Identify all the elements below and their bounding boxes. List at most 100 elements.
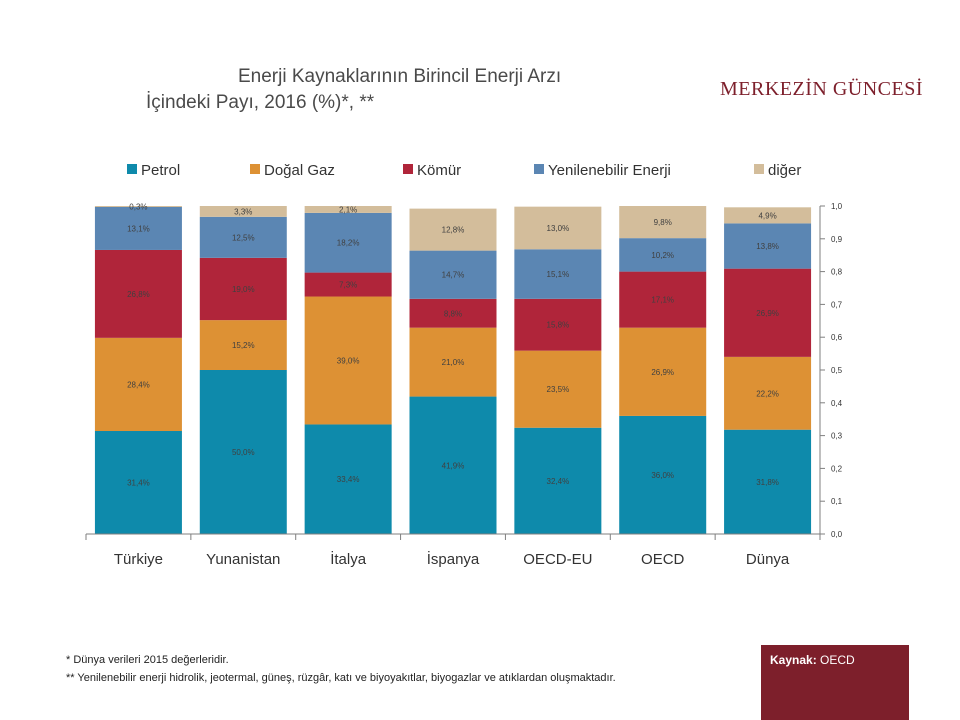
data-label-yenilenebilir-enerji-italya: 18,2% <box>337 239 360 248</box>
bar-komur-oecd-eu <box>514 298 602 351</box>
y-tick-label: 0,3 <box>831 432 843 441</box>
category-label-yunanistan: Yunanistan <box>206 551 280 568</box>
bar-diger-oecd-eu <box>514 206 602 250</box>
data-label-diger-oecd: 9,8% <box>654 218 672 227</box>
bar-yenilenebilir-enerji-yunanistan <box>199 216 287 258</box>
data-label-komur-yunanistan: 19,0% <box>232 285 255 294</box>
data-label-komur-ispanya: 8,8% <box>444 309 462 318</box>
bar-yenilenebilir-enerji-oecd-eu <box>514 249 602 299</box>
data-label-diger-yunanistan: 3,3% <box>234 207 252 216</box>
bar-komur-turkiye <box>94 249 182 338</box>
bar-komur-italya <box>304 272 392 297</box>
data-label-petrol-oecd: 36,0% <box>651 471 674 480</box>
bar-dogal-gaz-turkiye <box>94 337 182 432</box>
footnote-2: ** Yenilenebilir enerji hidrolik, jeoter… <box>66 672 616 684</box>
y-tick-label: 0,0 <box>831 530 843 539</box>
legend-swatch-komur <box>403 164 413 174</box>
legend-label-petrol: Petrol <box>141 162 180 179</box>
category-label-ispanya: İspanya <box>427 550 480 568</box>
data-label-dogal-gaz-yunanistan: 15,2% <box>232 341 255 350</box>
data-label-dogal-gaz-ispanya: 21,0% <box>442 358 465 367</box>
data-label-yenilenebilir-enerji-turkiye: 13,1% <box>127 224 150 233</box>
bar-dogal-gaz-yunanistan <box>199 320 287 370</box>
data-label-yenilenebilir-enerji-yunanistan: 12,5% <box>232 233 255 242</box>
data-label-petrol-ispanya: 41,9% <box>442 461 465 470</box>
bar-dogal-gaz-ispanya <box>409 327 497 397</box>
source-box: Kaynak: OECD <box>761 645 909 720</box>
y-tick-label: 0,8 <box>831 268 843 277</box>
legend-label-dogal-gaz: Doğal Gaz <box>264 162 335 179</box>
data-label-dogal-gaz-oecd: 26,9% <box>651 368 674 377</box>
data-label-dogal-gaz-dunya: 22,2% <box>756 389 779 398</box>
chart-title-line-2: İçindeki Payı, 2016 (%)*, ** <box>146 92 375 113</box>
bar-diger-turkiye <box>94 206 182 207</box>
bar-petrol-yunanistan <box>199 370 287 534</box>
bar-petrol-oecd <box>619 415 707 534</box>
bar-petrol-ispanya <box>409 396 497 534</box>
bar-yenilenebilir-enerji-italya <box>304 212 392 273</box>
data-label-komur-turkiye: 26,8% <box>127 290 150 299</box>
bar-petrol-italya <box>304 424 392 534</box>
data-label-yenilenebilir-enerji-dunya: 13,8% <box>756 242 779 251</box>
data-label-dogal-gaz-oecd-eu: 23,5% <box>547 385 570 394</box>
category-label-dunya: Dünya <box>746 551 790 568</box>
data-label-petrol-turkiye: 31,4% <box>127 479 150 488</box>
data-label-petrol-oecd-eu: 32,4% <box>547 477 570 486</box>
legend-label-yenilenebilir-enerji: Yenilenebilir Enerji <box>548 162 671 179</box>
y-tick-label: 0,1 <box>831 497 843 506</box>
bar-dogal-gaz-oecd-eu <box>514 350 602 428</box>
data-label-dogal-gaz-italya: 39,0% <box>337 356 360 365</box>
bar-yenilenebilir-enerji-oecd <box>619 238 707 272</box>
bar-petrol-turkiye <box>94 431 182 534</box>
data-label-komur-oecd: 17,1% <box>651 296 674 305</box>
bar-petrol-oecd-eu <box>514 427 602 534</box>
y-tick-label: 0,7 <box>831 300 843 309</box>
data-label-petrol-italya: 33,4% <box>337 475 360 484</box>
bar-yenilenebilir-enerji-ispanya <box>409 250 497 299</box>
legend-swatch-diger <box>754 164 764 174</box>
bar-yenilenebilir-enerji-dunya <box>724 223 812 269</box>
legend-label-komur: Kömür <box>417 162 461 179</box>
y-tick-label: 0,2 <box>831 464 843 473</box>
y-tick-label: 0,4 <box>831 399 843 408</box>
source-value: OECD <box>820 653 855 667</box>
chart-title: Enerji Kaynaklarının Birincil Enerji Arz… <box>146 64 616 116</box>
brand-logo: MERKEZİN GÜNCESİ <box>720 78 923 100</box>
footnotes: * Dünya verileri 2015 değerleridir. ** Y… <box>66 651 746 687</box>
category-label-oecd: OECD <box>641 551 685 568</box>
bar-komur-yunanistan <box>199 257 287 321</box>
source-label: Kaynak: <box>770 653 817 667</box>
data-label-petrol-yunanistan: 50,0% <box>232 448 255 457</box>
footnote-1: * Dünya verileri 2015 değerleridir. <box>66 654 229 666</box>
data-label-dogal-gaz-turkiye: 28,4% <box>127 380 150 389</box>
data-label-komur-italya: 7,3% <box>339 281 357 290</box>
data-label-komur-dunya: 26,9% <box>756 309 779 318</box>
data-label-petrol-dunya: 31,8% <box>756 478 779 487</box>
bar-diger-ispanya <box>409 208 497 251</box>
data-label-yenilenebilir-enerji-oecd-eu: 15,1% <box>547 270 570 279</box>
bar-diger-italya <box>304 206 392 213</box>
category-label-turkiye: Türkiye <box>114 551 163 568</box>
chart-title-line-1: Enerji Kaynaklarının Birincil Enerji Arz… <box>238 66 562 87</box>
bar-dogal-gaz-oecd <box>619 327 707 416</box>
data-label-diger-ispanya: 12,8% <box>442 226 465 235</box>
data-label-diger-oecd-eu: 13,0% <box>547 224 570 233</box>
bar-diger-oecd <box>619 206 707 239</box>
bar-petrol-dunya <box>724 429 812 534</box>
data-label-yenilenebilir-enerji-ispanya: 14,7% <box>442 271 465 280</box>
y-tick-label: 0,5 <box>831 366 843 375</box>
data-label-yenilenebilir-enerji-oecd: 10,2% <box>651 251 674 260</box>
bar-diger-dunya <box>724 207 812 224</box>
legend-swatch-petrol <box>127 164 137 174</box>
bar-dogal-gaz-italya <box>304 296 392 425</box>
bar-yenilenebilir-enerji-turkiye <box>94 206 182 250</box>
data-label-diger-dunya: 4,9% <box>758 211 776 220</box>
legend-label-diger: diğer <box>768 162 801 179</box>
bar-dogal-gaz-dunya <box>724 356 812 430</box>
bar-diger-yunanistan <box>199 206 287 217</box>
legend-swatch-yenilenebilir-enerji <box>534 164 544 174</box>
legend-swatch-dogal-gaz <box>250 164 260 174</box>
bar-komur-oecd <box>619 271 707 328</box>
category-label-oecd-eu: OECD-EU <box>523 551 592 568</box>
